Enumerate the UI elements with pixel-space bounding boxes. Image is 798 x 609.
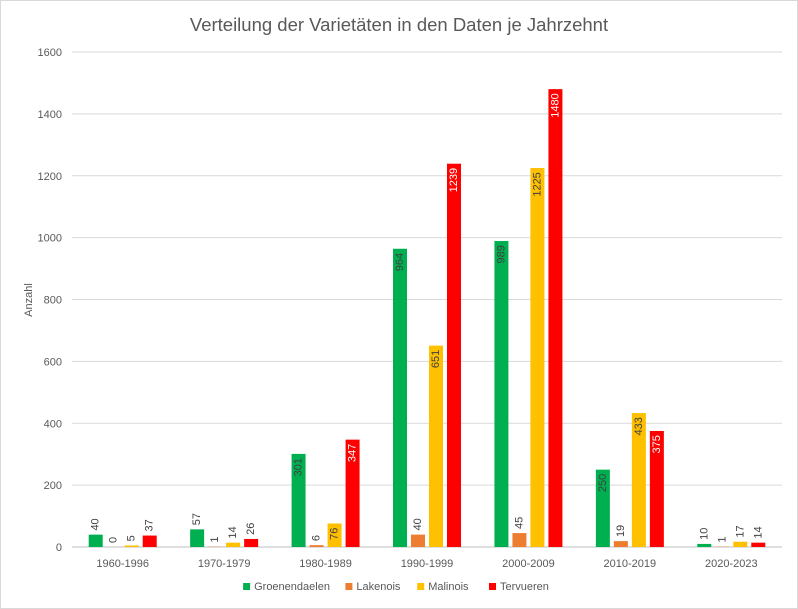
bar: [327, 523, 342, 547]
data-label: 1: [209, 537, 221, 543]
bar: [751, 542, 766, 547]
y-axis-label: Anzahl: [23, 283, 35, 317]
data-label: 5: [126, 535, 138, 541]
y-tick-label: 1000: [38, 233, 62, 245]
bar: [345, 439, 360, 547]
data-label: 57: [191, 513, 203, 525]
bar: [124, 545, 139, 547]
legend-label: Malinois: [428, 581, 469, 593]
x-tick-label: 2020-2023: [705, 558, 758, 570]
bar: [733, 541, 748, 547]
data-label: 347: [347, 444, 359, 462]
bar: [190, 529, 205, 547]
legend: Groenendaelen Lakenois Malinois Tervueren: [243, 581, 549, 593]
x-tick-label: 2000-2009: [502, 558, 555, 570]
data-label: 14: [752, 526, 764, 538]
data-label: 6: [311, 535, 323, 541]
bar: [548, 89, 563, 547]
bar: [411, 534, 425, 547]
y-tick-label: 1400: [38, 109, 62, 121]
legend-swatch: [489, 583, 496, 590]
data-label: 1480: [549, 93, 561, 117]
y-tick-label: 1200: [38, 171, 62, 183]
x-axis-ticks: 1960-1996 1970-1979 1980-1989 1990-1999 2000…: [96, 558, 757, 570]
y-tick-label: 0: [56, 542, 62, 554]
chart-title: Verteilung der Varietäten in den Daten j…: [189, 14, 609, 35]
data-label: 651: [430, 350, 442, 368]
y-axis-ticks: 0 200 400 600 800 1000 1200 1400 1600: [38, 47, 62, 554]
data-label: 19: [615, 525, 627, 537]
data-label: 10: [698, 528, 710, 540]
bar: [429, 345, 443, 547]
data-label: 14: [227, 526, 239, 538]
x-tick-label: 1980-1989: [299, 558, 352, 570]
bar: [631, 413, 646, 547]
data-label: 964: [394, 253, 406, 271]
bar: [393, 248, 407, 547]
bar: [595, 469, 610, 547]
bar: [530, 168, 545, 547]
data-label: 37: [144, 519, 156, 531]
x-tick-label: 2010-2019: [604, 558, 657, 570]
data-label: 1239: [448, 168, 460, 192]
data-label: 1225: [531, 172, 543, 196]
data-label: 17: [734, 525, 746, 537]
bars: 40 0 5 37 57 1 14 26 301 6 76 347 964 40 651 1239 989 45 1…: [88, 89, 766, 547]
legend-swatch: [243, 583, 251, 590]
legend-swatch: [417, 583, 425, 590]
bar: [142, 535, 157, 547]
y-tick-label: 400: [44, 418, 62, 430]
x-tick-label: 1990-1999: [401, 558, 454, 570]
bar: [291, 453, 306, 547]
bar: [226, 542, 241, 547]
gridlines: [72, 51, 782, 548]
bar: [697, 543, 712, 547]
y-tick-label: 800: [44, 295, 62, 307]
data-label: 0: [108, 537, 120, 543]
data-label: 433: [633, 417, 645, 435]
bar: [613, 541, 628, 547]
y-tick-label: 200: [44, 480, 62, 492]
bar: [649, 430, 664, 547]
data-label: 40: [412, 518, 424, 530]
data-label: 301: [293, 458, 305, 476]
y-tick-label: 600: [44, 356, 62, 368]
legend-label: Lakenois: [356, 581, 401, 593]
data-label: 76: [329, 528, 341, 540]
data-label: 250: [597, 474, 609, 492]
data-label: 45: [513, 517, 525, 529]
data-label: 26: [245, 523, 257, 535]
data-label: 1: [716, 537, 728, 543]
legend-swatch: [345, 583, 353, 590]
data-label: 375: [651, 435, 663, 453]
bar: [447, 163, 461, 547]
bar: [309, 545, 324, 547]
x-tick-label: 1960-1996: [96, 558, 149, 570]
y-tick-label: 1600: [38, 47, 62, 59]
bar: [244, 538, 259, 547]
bar: [512, 533, 527, 547]
bar: [494, 241, 509, 547]
data-label: 40: [90, 518, 102, 530]
x-tick-label: 1970-1979: [198, 558, 251, 570]
data-label: 989: [495, 245, 507, 263]
legend-label: Groenendaelen: [254, 581, 330, 593]
legend-label: Tervueren: [500, 581, 549, 593]
bar: [88, 534, 103, 547]
